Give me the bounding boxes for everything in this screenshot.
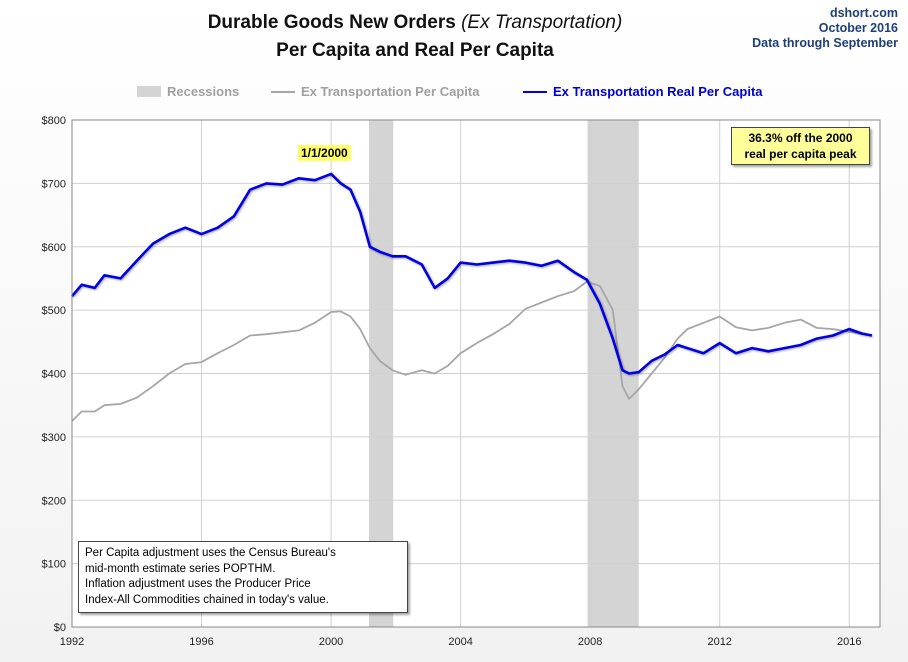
legend-item-recessions: Recessions: [137, 84, 239, 99]
y-tick-label: $0: [54, 622, 66, 634]
source-line: October 2016: [818, 21, 898, 35]
x-tick-label: 2004: [448, 636, 472, 648]
source-block: dshort.com October 2016 Data through Sep…: [752, 6, 898, 51]
chart-title: Durable Goods New Orders (Ex Transportat…: [0, 12, 830, 34]
chart-title-main: Durable Goods New Orders: [207, 12, 456, 33]
plot-border: [71, 119, 881, 628]
callout-line: real per capita peak: [744, 147, 857, 161]
y-tick-label: $800: [42, 115, 66, 127]
y-tick-label: $400: [42, 369, 66, 381]
methodology-note: Per Capita adjustment uses the Census Bu…: [78, 541, 408, 613]
y-tick-label: $300: [42, 432, 66, 444]
note-line: Inflation adjustment uses the Producer P…: [85, 578, 311, 590]
x-tick-label: 1992: [60, 636, 84, 648]
source-line: Data through September: [752, 36, 898, 50]
legend-label: Ex Transportation Real Per Capita: [553, 84, 763, 99]
peak-callout: 36.3% off the 2000 real per capita peak: [731, 127, 870, 165]
note-line: Per Capita adjustment uses the Census Bu…: [85, 547, 336, 559]
series-line-per-capita: [71, 280, 873, 422]
x-tick-label: 2000: [319, 636, 343, 648]
note-line: mid-month estimate series POPTHM.: [85, 562, 276, 575]
source-line: dshort.com: [829, 6, 898, 20]
callout-line: 36.3% off the 2000: [748, 131, 853, 145]
legend-swatch-recessions: [137, 86, 161, 97]
y-tick-label: $500: [42, 305, 66, 317]
y-tick-label: $100: [42, 559, 66, 571]
y-tick-label: $600: [42, 242, 66, 254]
legend-label: Ex Transportation Per Capita: [301, 84, 480, 99]
legend: Recessions Ex Transportation Per Capita …: [0, 84, 908, 102]
legend-swatch-real-per-capita: [523, 90, 547, 93]
legend-item-real-per-capita: Ex Transportation Real Per Capita: [523, 84, 763, 99]
series-line-real-per-capita: [71, 172, 873, 375]
legend-item-per-capita: Ex Transportation Per Capita: [271, 84, 479, 99]
y-tick-label: $200: [42, 495, 66, 507]
y-tick-label: $700: [42, 178, 66, 190]
legend-label: Recessions: [167, 84, 240, 99]
chart-subtitle: Per Capita and Real Per Capita: [276, 40, 554, 61]
x-tick-label: 2016: [837, 636, 861, 648]
x-tick-label: 2012: [707, 636, 731, 648]
note-line: Index-All Commodities chained in today's…: [85, 593, 329, 606]
x-tick-label: 1996: [189, 636, 213, 648]
legend-swatch-per-capita: [271, 90, 295, 93]
peak-date-label: 1/1/2000: [298, 145, 351, 161]
x-tick-label: 2008: [578, 636, 602, 648]
chart-title-italic: (Ex Transportation): [461, 12, 623, 33]
